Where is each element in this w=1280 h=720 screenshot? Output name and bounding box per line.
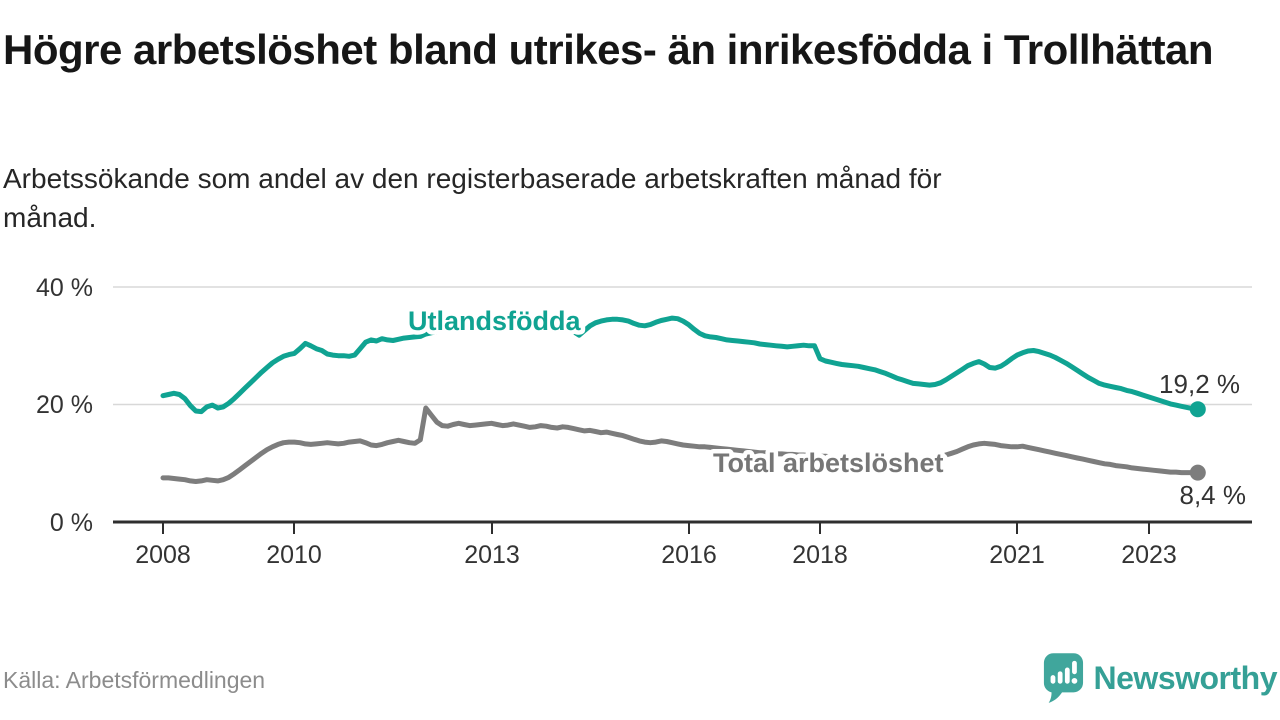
end-value-label-utlandsfodda: 19,2 % xyxy=(1159,369,1240,399)
bar-chart-glyph xyxy=(1050,660,1077,684)
y-axis-label-0: 0 % xyxy=(50,509,93,537)
newsworthy-logo: Newsworthy xyxy=(1042,652,1278,705)
source-note: Källa: Arbetsförmedlingen xyxy=(3,667,266,693)
x-axis-label-2016: 2016 xyxy=(661,541,717,569)
series-label-total-arbetsloshet: Total arbetslöshet xyxy=(713,448,944,478)
newsworthy-wordmark: Newsworthy xyxy=(1093,660,1278,696)
x-axis-label-2008: 2008 xyxy=(135,541,191,569)
x-axis-label-2010: 2010 xyxy=(266,541,322,569)
x-axis-label-2018: 2018 xyxy=(792,541,848,569)
x-axis-label-2023: 2023 xyxy=(1121,541,1177,569)
line-chart: 40 % 20 % 0 % 2008 2010 2013 2016 2018 2… xyxy=(36,274,1252,569)
series-end-dot-total-arbetsl-shet xyxy=(1189,464,1206,481)
series-line-utlandsf-dda xyxy=(160,315,1201,415)
series-line-total-arbetsl-shet xyxy=(160,405,1201,484)
series-label-utlandsfodda: Utlandsfödda xyxy=(408,306,581,336)
end-value-label-total: 8,4 % xyxy=(1180,480,1247,510)
series-end-dot-utlandsf-dda xyxy=(1189,401,1206,418)
newsworthy-bubble-icon xyxy=(1043,653,1083,703)
x-axis-label-2013: 2013 xyxy=(464,541,520,569)
chart-subtitle: Arbetssökande som andel av den registerb… xyxy=(3,163,942,233)
y-axis-label-20: 20 % xyxy=(36,391,93,419)
x-axis-ticks xyxy=(162,522,1150,534)
chart-title: Högre arbetslöshet bland utrikes- än inr… xyxy=(3,26,1214,73)
series-plot-area xyxy=(160,315,1206,484)
y-axis-label-40: 40 % xyxy=(36,274,93,302)
x-axis-label-2021: 2021 xyxy=(989,541,1045,569)
